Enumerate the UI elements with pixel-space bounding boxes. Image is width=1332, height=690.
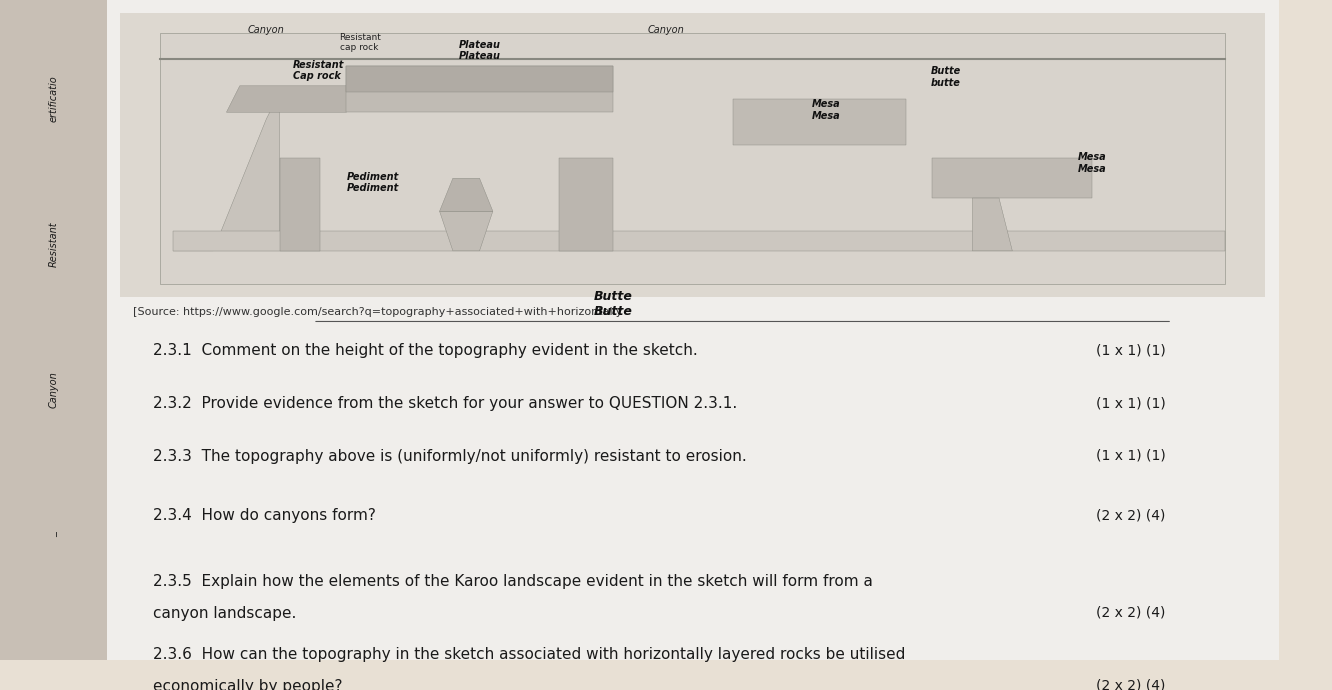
Text: (2 x 2) (4): (2 x 2) (4) [1096, 509, 1166, 522]
Polygon shape [932, 159, 1092, 198]
Text: Canyon: Canyon [48, 371, 59, 408]
Polygon shape [440, 178, 493, 211]
Text: 2.3.6  How can the topography in the sketch associated with horizontally layered: 2.3.6 How can the topography in the sket… [153, 647, 906, 662]
Polygon shape [559, 159, 613, 251]
Text: (1 x 1) (1): (1 x 1) (1) [1096, 343, 1166, 357]
Text: (1 x 1) (1): (1 x 1) (1) [1096, 449, 1166, 463]
Text: 2.3.3  The topography above is (uniformly/not uniformly) resistant to erosion.: 2.3.3 The topography above is (uniformly… [153, 449, 747, 464]
Text: (2 x 2) (4): (2 x 2) (4) [1096, 606, 1166, 620]
Text: Butte
butte: Butte butte [931, 66, 960, 88]
Text: Pediment
Pediment: Pediment Pediment [346, 172, 400, 193]
Polygon shape [226, 86, 360, 112]
Polygon shape [346, 66, 613, 92]
Text: Resistant: Resistant [48, 221, 59, 267]
FancyBboxPatch shape [120, 13, 1265, 297]
FancyBboxPatch shape [160, 33, 1225, 284]
Text: canyon landscape.: canyon landscape. [153, 606, 297, 621]
Text: _: _ [48, 532, 59, 537]
Text: (2 x 2) (4): (2 x 2) (4) [1096, 678, 1166, 690]
Text: Mesa
Mesa: Mesa Mesa [811, 99, 840, 121]
Text: 2.3.2  Provide evidence from the sketch for your answer to QUESTION 2.3.1.: 2.3.2 Provide evidence from the sketch f… [153, 396, 738, 411]
Polygon shape [972, 198, 1012, 251]
Polygon shape [173, 92, 280, 251]
Text: Mesa
Mesa: Mesa Mesa [1078, 152, 1107, 174]
Text: Canyon: Canyon [647, 25, 685, 35]
Polygon shape [173, 231, 1225, 251]
Text: ertificatio: ertificatio [48, 76, 59, 122]
Text: economically by people?: economically by people? [153, 678, 342, 690]
Text: 2.3.5  Explain how the elements of the Karoo landscape evident in the sketch wil: 2.3.5 Explain how the elements of the Ka… [153, 574, 872, 589]
Polygon shape [346, 66, 613, 112]
Text: Canyon: Canyon [248, 25, 285, 35]
Polygon shape [733, 99, 906, 145]
Polygon shape [440, 211, 493, 251]
Text: Plateau
Plateau: Plateau Plateau [458, 40, 501, 61]
Text: Resistant
Cap rock: Resistant Cap rock [293, 59, 345, 81]
Text: 2.3.4  How do canyons form?: 2.3.4 How do canyons form? [153, 509, 376, 523]
FancyBboxPatch shape [107, 0, 1279, 660]
FancyBboxPatch shape [0, 0, 107, 660]
Polygon shape [280, 159, 320, 251]
Text: Butte
Butte: Butte Butte [593, 290, 633, 319]
Text: 2.3.1  Comment on the height of the topography evident in the sketch.: 2.3.1 Comment on the height of the topog… [153, 343, 698, 358]
Text: [Source: https://www.google.com/search?q=topography+associated+with+horizontally: [Source: https://www.google.com/search?q… [133, 307, 622, 317]
Text: Resistant
cap rock: Resistant cap rock [338, 33, 381, 52]
Text: (1 x 1) (1): (1 x 1) (1) [1096, 396, 1166, 410]
